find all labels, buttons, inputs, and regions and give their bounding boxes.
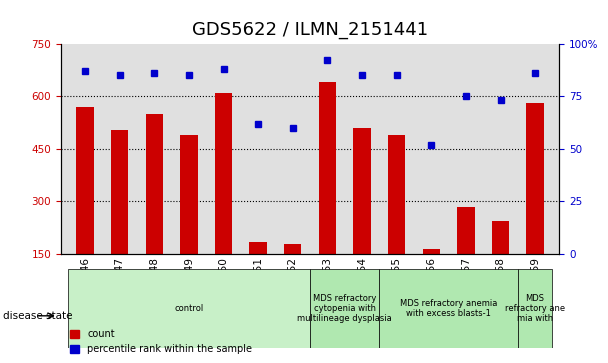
Bar — [492, 221, 509, 307]
FancyBboxPatch shape — [67, 269, 310, 348]
Bar — [284, 244, 302, 307]
Text: control: control — [174, 304, 204, 313]
Bar — [215, 93, 232, 307]
FancyBboxPatch shape — [379, 269, 518, 348]
Text: disease state: disease state — [3, 311, 72, 321]
Bar — [423, 249, 440, 307]
FancyBboxPatch shape — [518, 269, 553, 348]
Legend: count, percentile rank within the sample: count, percentile rank within the sample — [66, 326, 256, 358]
Text: MDS
refractory ane
mia with: MDS refractory ane mia with — [505, 294, 565, 323]
Bar — [249, 242, 267, 307]
Bar — [146, 114, 163, 307]
Bar — [457, 207, 474, 307]
Bar — [77, 107, 94, 307]
Bar — [353, 128, 371, 307]
Bar — [180, 135, 198, 307]
Text: MDS refractory anemia
with excess blasts-1: MDS refractory anemia with excess blasts… — [400, 299, 497, 318]
Text: MDS refractory
cytopenia with
multilineage dysplasia: MDS refractory cytopenia with multilinea… — [297, 294, 392, 323]
Title: GDS5622 / ILMN_2151441: GDS5622 / ILMN_2151441 — [192, 21, 428, 40]
Bar — [319, 82, 336, 307]
Bar — [527, 103, 544, 307]
FancyBboxPatch shape — [310, 269, 379, 348]
Bar — [388, 135, 406, 307]
Bar — [111, 130, 128, 307]
